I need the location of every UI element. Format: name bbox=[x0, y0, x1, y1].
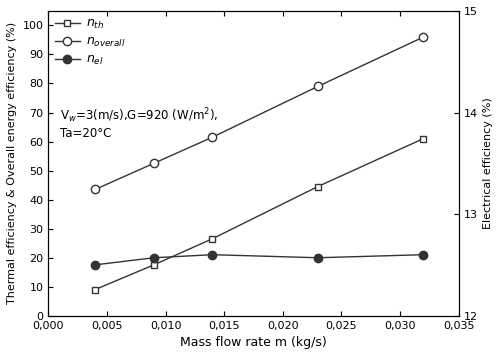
$n_{th}$ bbox=[315, 184, 321, 189]
Line: $n_{th}$: $n_{th}$ bbox=[92, 135, 427, 293]
$n_{el}$ bbox=[315, 256, 321, 260]
Y-axis label: Electrical efficiency (%): Electrical efficiency (%) bbox=[483, 98, 493, 229]
$n_{el}$ bbox=[92, 263, 98, 267]
$n_{el}$ bbox=[151, 256, 157, 260]
Line: $n_{overall}$: $n_{overall}$ bbox=[91, 33, 428, 194]
$n_{el}$ bbox=[420, 252, 426, 257]
$n_{overall}$ bbox=[151, 161, 157, 166]
$n_{overall}$ bbox=[92, 187, 98, 192]
$n_{el}$ bbox=[210, 252, 216, 257]
$n_{overall}$ bbox=[315, 84, 321, 89]
X-axis label: Mass flow rate m (kg/s): Mass flow rate m (kg/s) bbox=[180, 336, 327, 349]
$n_{th}$ bbox=[151, 263, 157, 267]
$n_{th}$ bbox=[420, 136, 426, 141]
$n_{overall}$ bbox=[210, 135, 216, 139]
Y-axis label: Thermal efficiency & Overall energy efficiency (%): Thermal efficiency & Overall energy effi… bbox=[7, 22, 17, 304]
$n_{overall}$ bbox=[420, 35, 426, 39]
Text: V$_{w}$=3(m/s),G=920 (W/m$^{2}$),
Ta=20°C: V$_{w}$=3(m/s),G=920 (W/m$^{2}$), Ta=20°… bbox=[60, 107, 218, 140]
$n_{th}$ bbox=[210, 237, 216, 241]
$n_{th}$ bbox=[92, 287, 98, 292]
Line: $n_{el}$: $n_{el}$ bbox=[91, 251, 428, 269]
Legend: $n_{th}$, $n_{overall}$, $n_{el}$: $n_{th}$, $n_{overall}$, $n_{el}$ bbox=[52, 15, 128, 69]
